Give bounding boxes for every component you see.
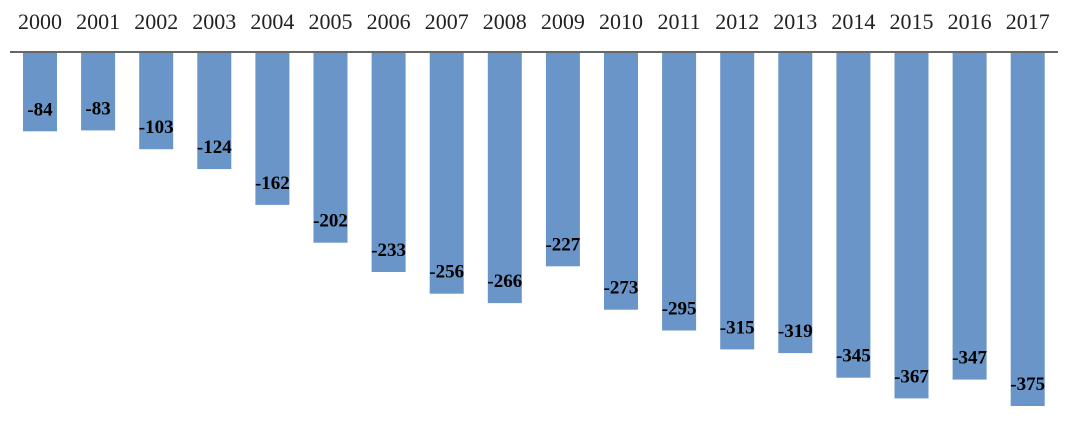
category-label-2004: 2004 <box>250 9 294 34</box>
category-label-2013: 2013 <box>773 9 817 34</box>
category-label-2003: 2003 <box>192 9 236 34</box>
category-label-2017: 2017 <box>1006 9 1050 34</box>
bar-2009 <box>545 52 580 267</box>
bar-2002 <box>139 52 174 150</box>
value-label-2004: -162 <box>255 173 290 194</box>
value-labels-group: -84 -83 -103 -124 -162 -202 -233 -256 -266 -227 -2… <box>27 98 1045 395</box>
value-label-2013: -319 <box>778 321 813 342</box>
value-label-2007: -256 <box>429 262 464 283</box>
category-label-2000: 2000 <box>18 9 62 34</box>
category-label-2012: 2012 <box>715 9 759 34</box>
category-label-2010: 2010 <box>599 9 643 34</box>
value-label-2017: -375 <box>1010 374 1045 395</box>
value-label-2002: -103 <box>139 117 174 138</box>
category-label-2001: 2001 <box>76 9 120 34</box>
bar-2007 <box>429 52 464 294</box>
category-label-2015: 2015 <box>890 9 934 34</box>
bar-2004 <box>255 52 290 205</box>
bar-2015 <box>894 52 929 399</box>
value-label-2009: -227 <box>545 234 580 255</box>
value-label-2006: -233 <box>371 240 406 261</box>
category-label-2005: 2005 <box>309 9 353 34</box>
category-label-2007: 2007 <box>425 9 469 34</box>
bar-2010 <box>604 52 638 310</box>
bar-2014 <box>836 52 871 378</box>
value-label-2012: -315 <box>720 317 755 338</box>
value-label-2010: -273 <box>604 278 639 299</box>
value-label-2005: -202 <box>313 211 348 232</box>
bar-2011 <box>662 52 697 331</box>
bar-2001 <box>81 52 116 131</box>
bar-2008 <box>487 52 522 304</box>
category-label-2002: 2002 <box>134 9 178 34</box>
bar-2000 <box>23 52 57 132</box>
bars-group <box>23 52 1045 406</box>
bar-2003 <box>197 52 232 170</box>
category-labels-group: 2000 2001 2002 2003 2004 2005 2006 2007 2008 2009… <box>18 9 1050 34</box>
value-label-2014: -345 <box>836 346 871 367</box>
value-label-2016: -347 <box>952 348 987 369</box>
value-label-2003: -124 <box>197 137 232 158</box>
category-label-2009: 2009 <box>541 9 585 34</box>
value-label-2008: -266 <box>487 271 522 292</box>
bar-2013 <box>778 52 813 354</box>
bar-2017 <box>1010 52 1045 406</box>
bar-2012 <box>720 52 755 350</box>
category-label-2014: 2014 <box>831 9 875 34</box>
value-label-2011: -295 <box>662 299 697 320</box>
category-label-2008: 2008 <box>483 9 527 34</box>
bar-2016 <box>952 52 987 380</box>
value-label-2001: -83 <box>85 98 110 119</box>
value-label-2015: -367 <box>894 366 929 387</box>
category-label-2011: 2011 <box>658 9 701 34</box>
category-label-2006: 2006 <box>367 9 411 34</box>
bar-2005 <box>313 52 348 243</box>
category-label-2016: 2016 <box>948 9 992 34</box>
value-label-2000: -84 <box>27 99 53 120</box>
bar-2006 <box>371 52 406 272</box>
